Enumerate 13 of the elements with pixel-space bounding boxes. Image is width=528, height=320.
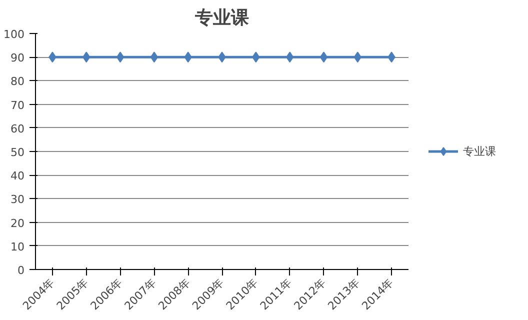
y-tick-label: 50 bbox=[10, 146, 25, 159]
legend-label: 专业课 bbox=[463, 144, 496, 158]
y-tick-label: 0 bbox=[18, 264, 24, 277]
y-tick-label: 30 bbox=[10, 193, 25, 206]
y-tick-label: 60 bbox=[10, 122, 25, 136]
y-tick-label: 80 bbox=[10, 75, 25, 88]
y-tick-label: 70 bbox=[10, 98, 25, 112]
y-tick-label: 40 bbox=[10, 170, 25, 183]
y-tick-label: 100 bbox=[4, 28, 25, 41]
y-tick-label: 10 bbox=[10, 240, 25, 254]
chart-title: 专业课 bbox=[194, 8, 249, 28]
y-tick-label: 20 bbox=[10, 216, 25, 230]
y-tick-label: 90 bbox=[10, 52, 25, 65]
